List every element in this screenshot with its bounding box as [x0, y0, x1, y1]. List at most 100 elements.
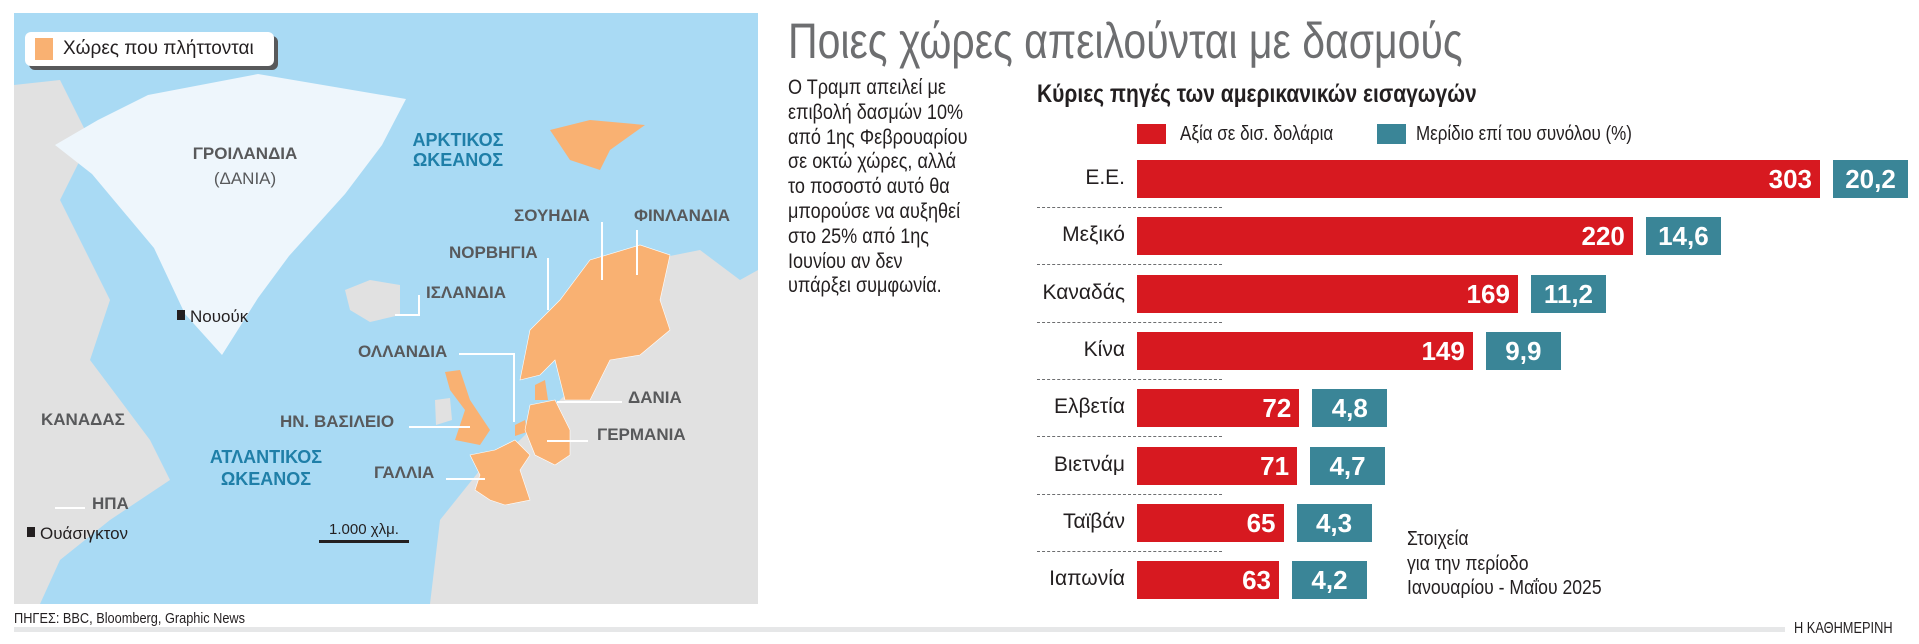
- leader-lines: [55, 222, 638, 509]
- legend-value-label: Αξία σε δισ. δολάρια: [1180, 122, 1334, 145]
- uk-affected: [445, 370, 490, 445]
- label-netherlands: ΟΛΛΑΝΔΙΑ: [358, 342, 447, 361]
- label-finland: ΦΙΝΛΑΝΔΙΑ: [634, 206, 730, 225]
- row-divider: [1037, 264, 1222, 266]
- row-divider: [1037, 378, 1222, 380]
- canada-land: [14, 80, 170, 604]
- share-box: 11,2: [1530, 274, 1606, 313]
- europe-land: [430, 250, 758, 604]
- value-bar: 71: [1137, 446, 1298, 485]
- share-label: 20,2: [1845, 164, 1896, 194]
- label-canada: ΚΑΝΑΔΑΣ: [41, 410, 125, 429]
- label-uk: ΗΝ. ΒΑΣΙΛΕΙΟ: [280, 412, 394, 431]
- share-box: 20,2: [1833, 160, 1908, 198]
- value-label: 220: [1581, 221, 1625, 252]
- share-label: 14,6: [1658, 221, 1709, 252]
- value-label: 63: [1242, 565, 1271, 596]
- iceland-land: [345, 280, 400, 322]
- category-label: Ιαπωνία: [1049, 567, 1125, 591]
- netherlands-affected: [515, 420, 527, 436]
- label-iceland: ΙΣΛΑΝΔΙΑ: [426, 283, 506, 302]
- value-bar: 63: [1137, 561, 1279, 600]
- europe-map: ΓΡΟΙΛΑΝΔΙΑ (ΔΑΝΙΑ) ΑΡΚΤΙΚΟΣ ΩΚΕΑΝΟΣ Νουο…: [14, 13, 758, 604]
- bar-row: Ιαπωνία 63 4,2: [0, 561, 1919, 600]
- chart-title: Κύριες πηγές των αμερικανικών εισαγωγών: [1037, 80, 1477, 108]
- category-label: Κίνα: [1083, 337, 1125, 361]
- sources: ΠΗΓΕΣ: BBC, Bloomberg, Graphic News: [14, 610, 246, 627]
- legend-share: Μερίδιο επί του συνόλου (%): [1377, 122, 1670, 145]
- bar-row: Βιετνάμ 71 4,7: [0, 446, 1919, 485]
- label-arctic-1: ΑΡΚΤΙΚΟΣ: [413, 130, 504, 150]
- value-label: 71: [1260, 450, 1290, 481]
- row-divider: [1037, 550, 1222, 552]
- legend-value: Αξία σε δισ. δολάρια: [1137, 122, 1376, 145]
- value-label: 72: [1262, 393, 1292, 424]
- nordics-affected: [519, 244, 671, 401]
- bar-row: Μεξικό 220 14,6: [0, 217, 1919, 256]
- share-box: 9,9: [1485, 331, 1561, 370]
- label-sweden: ΣΟΥΗΔΙΑ: [514, 206, 590, 225]
- ireland-land: [435, 398, 452, 425]
- label-arctic-2: ΩΚΕΑΝΟΣ: [413, 150, 503, 170]
- value-bar: 220: [1137, 217, 1633, 256]
- bar-row: Ελβετία 72 4,8: [0, 389, 1919, 428]
- share-box: 4,7: [1310, 446, 1386, 485]
- share-label: 4,8: [1331, 393, 1368, 424]
- scale-bar: [319, 540, 409, 543]
- label-usa: ΗΠΑ: [92, 494, 129, 513]
- svalbard-affected: [550, 120, 645, 170]
- bar-row: Ταϊβάν 65 4,3: [0, 503, 1919, 542]
- category-label: Καναδάς: [1042, 280, 1125, 304]
- value-label: 149: [1421, 335, 1465, 366]
- page-title: Ποιες χώρες απειλούνται με δασμούς: [788, 13, 1463, 69]
- label-denmark: ΔΑΝΙΑ: [628, 388, 682, 407]
- bar-row: Κίνα 149 9,9: [0, 331, 1919, 370]
- value-bar: 303: [1137, 160, 1820, 198]
- label-washington: Ουάσιγκτον: [40, 524, 128, 543]
- value-bar: 169: [1137, 274, 1518, 313]
- legend-red-swatch: [1137, 124, 1166, 144]
- affected-swatch: [35, 38, 53, 60]
- value-label: 65: [1246, 507, 1276, 538]
- brand-logo: Η ΚΑΘΗΜΕΡΙΝΗ: [1794, 620, 1893, 637]
- label-greenland: ΓΡΟΙΛΑΝΔΙΑ: [193, 144, 298, 163]
- nuuk-marker-icon: [177, 310, 185, 320]
- germany-affected: [524, 399, 571, 466]
- label-france: ΓΑΛΛΙΑ: [374, 463, 434, 482]
- washington-marker-icon: [27, 527, 35, 537]
- share-box: 4,8: [1312, 389, 1388, 428]
- label-atlantic-2: ΩΚΕΑΝΟΣ: [221, 469, 311, 489]
- share-label: 4,3: [1315, 507, 1353, 538]
- label-germany: ΓΕΡΜΑΝΙΑ: [597, 425, 686, 444]
- value-bar: 149: [1137, 331, 1473, 370]
- bar-row: Ε.Ε. 303 20,2: [0, 160, 1919, 198]
- value-bar: 72: [1137, 389, 1300, 428]
- row-divider: [1037, 493, 1222, 495]
- category-label: Ε.Ε.: [1085, 166, 1125, 189]
- share-label: 11,2: [1543, 278, 1594, 309]
- value-label: 303: [1768, 164, 1812, 194]
- category-label: Ελβετία: [1053, 395, 1125, 419]
- row-divider: [1037, 207, 1222, 208]
- intro-text: Ο Τραμπ απειλεί με επιβολή δασμών 10% απ…: [788, 76, 968, 298]
- map-legend: Χώρες που πλήττονται: [25, 32, 274, 66]
- legend-teal-swatch: [1377, 124, 1406, 144]
- scale-label: 1.000 χλμ.: [329, 521, 399, 538]
- bar-row: Καναδάς 169 11,2: [0, 274, 1919, 313]
- category-label: Μεξικό: [1062, 223, 1125, 247]
- share-box: 4,2: [1292, 561, 1367, 600]
- share-label: 4,7: [1329, 450, 1366, 481]
- greenland-land: [55, 74, 406, 355]
- share-label: 4,2: [1311, 565, 1348, 596]
- category-label: Βιετνάμ: [1053, 452, 1125, 476]
- label-nuuk: Νουούκ: [190, 307, 249, 326]
- row-divider: [1037, 436, 1222, 438]
- share-label: 9,9: [1505, 335, 1542, 366]
- denmark-affected: [535, 380, 548, 400]
- label-atlantic-1: ΑΤΛΑΝΤΙΚΟΣ: [210, 447, 322, 467]
- value-label: 169: [1466, 278, 1510, 309]
- chart-note: Στοιχεία για την περίοδο Ιανουαρίου - Μα…: [1407, 528, 1602, 599]
- legend-share-label: Μερίδιο επί του συνόλου (%): [1416, 122, 1632, 145]
- france-affected: [469, 439, 531, 506]
- map-legend-label: Χώρες που πλήττονται: [63, 38, 254, 59]
